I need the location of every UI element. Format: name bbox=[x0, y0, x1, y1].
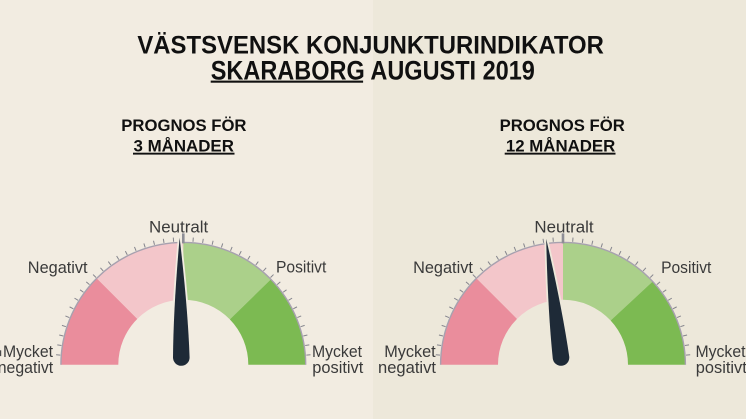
svg-text:negativt: negativt bbox=[0, 358, 53, 377]
svg-text:positivt: positivt bbox=[696, 358, 746, 377]
svg-text:positivt: positivt bbox=[312, 358, 363, 377]
svg-text:PROGNOS FÖR: PROGNOS FÖR bbox=[500, 116, 625, 135]
svg-text:PROGNOS FÖR: PROGNOS FÖR bbox=[121, 116, 246, 135]
svg-text:Neutralt: Neutralt bbox=[149, 217, 208, 236]
svg-text:Neutralt: Neutralt bbox=[534, 217, 593, 236]
svg-text:Negativt: Negativt bbox=[28, 258, 88, 277]
svg-text:Negativt: Negativt bbox=[413, 258, 473, 277]
svg-text:VÄSTSVENSK KONJUNKTURINDIKATOR: VÄSTSVENSK KONJUNKTURINDIKATOR bbox=[137, 32, 604, 59]
svg-text:negativt: negativt bbox=[378, 358, 436, 377]
svg-text:Mycket: Mycket bbox=[696, 342, 746, 361]
svg-text:Positivt: Positivt bbox=[661, 258, 712, 277]
svg-text:Mycket: Mycket bbox=[3, 342, 53, 361]
svg-text:12 MÅNADER: 12 MÅNADER bbox=[506, 136, 615, 155]
svg-text:Mycket: Mycket bbox=[312, 342, 362, 361]
svg-text:3 MÅNADER: 3 MÅNADER bbox=[134, 136, 234, 155]
svg-text:Positivt: Positivt bbox=[276, 258, 327, 277]
svg-text:Mycket: Mycket bbox=[384, 342, 436, 361]
